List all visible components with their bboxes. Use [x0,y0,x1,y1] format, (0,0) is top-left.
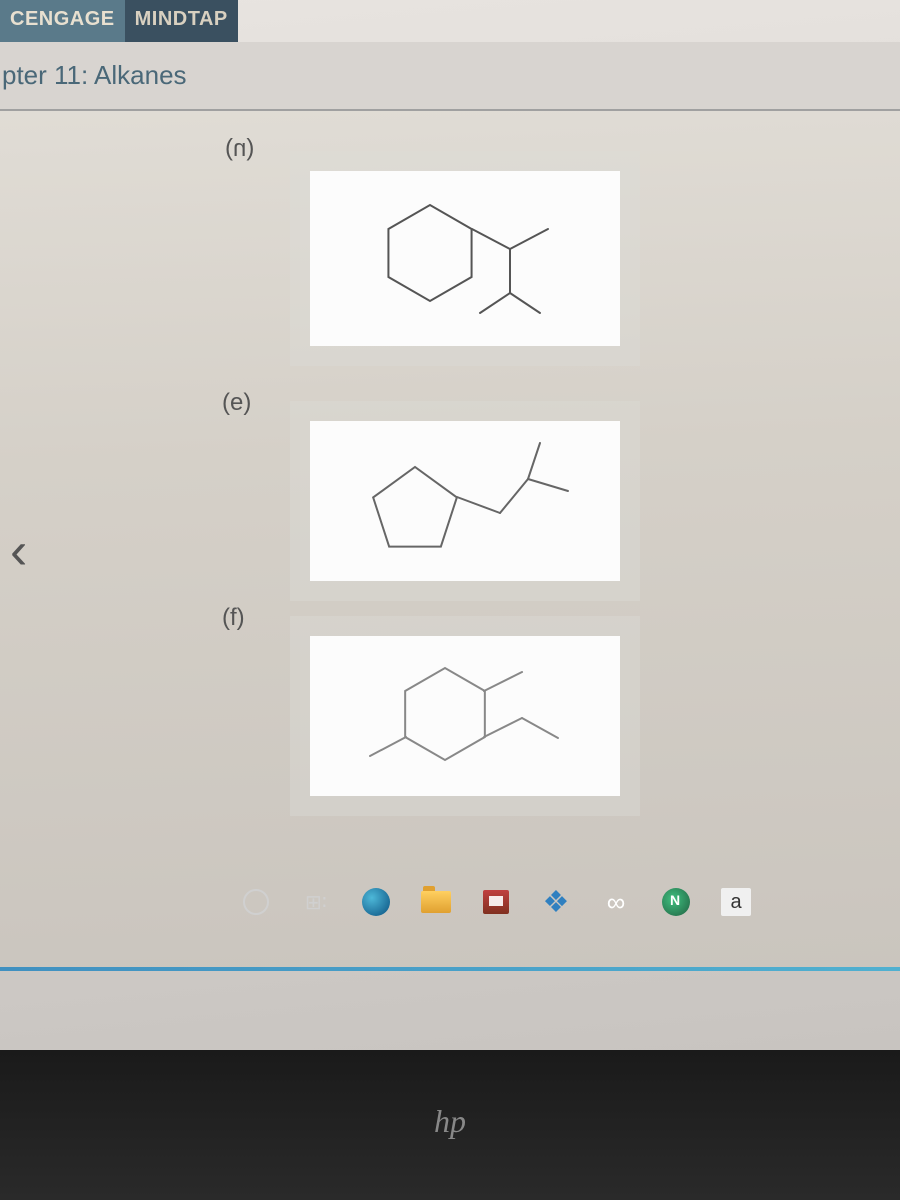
problem-label-d: (u) [225,136,254,164]
problem-label-f: (f) [222,604,245,632]
navigator-icon[interactable] [660,886,692,918]
edge-icon[interactable] [360,886,392,918]
store-icon[interactable] [480,886,512,918]
diagram-f [310,636,620,796]
task-view-icon[interactable]: ⊞∶ [300,886,332,918]
structure-d-svg [310,171,620,346]
content-bottom-divider [0,967,900,971]
brand-header: CENGAGE MINDTAP [0,0,900,42]
prev-chevron-icon[interactable]: ‹ [10,521,27,581]
chapter-title-bar: pter 11: Alkanes [0,42,900,111]
infinity-icon[interactable]: ∞ [600,886,632,918]
brand-cengage: CENGAGE [0,0,125,42]
cortana-icon[interactable] [240,886,272,918]
content-area: ‹ (u) (e) (f) [0,111,900,971]
hp-logo: hp [434,1103,466,1140]
amazon-icon[interactable]: a [720,886,752,918]
problem-label-e: (e) [222,389,251,417]
structure-f-svg [310,636,620,796]
brand-mindtap: MINDTAP [125,0,238,42]
file-explorer-icon[interactable] [420,886,452,918]
diagram-d [310,171,620,346]
laptop-bezel: hp [0,1050,900,1200]
dropbox-icon[interactable]: ❖ [540,886,572,918]
windows-taskbar: ⊞∶ ❖ ∞ a [228,876,764,928]
structure-e-svg [310,421,620,581]
chapter-title-text: pter 11: Alkanes [2,60,187,90]
screen-area: CENGAGE MINDTAP pter 11: Alkanes ‹ (u) (… [0,0,900,1050]
diagram-e [310,421,620,581]
